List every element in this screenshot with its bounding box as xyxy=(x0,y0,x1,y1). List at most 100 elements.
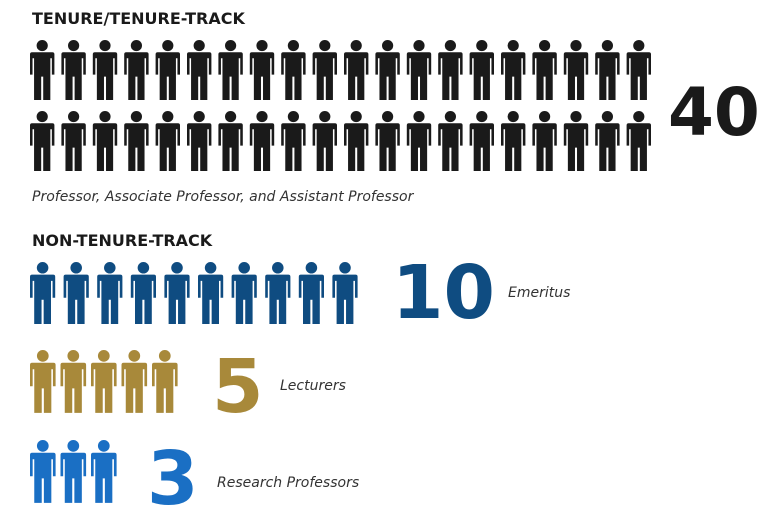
person-body xyxy=(406,52,432,100)
person-head xyxy=(570,40,582,52)
person-head xyxy=(130,40,142,52)
person-head xyxy=(539,111,551,123)
person-icon xyxy=(130,262,156,324)
person-icon xyxy=(595,40,620,100)
person-head xyxy=(68,111,80,123)
person-icon xyxy=(187,40,212,100)
person-head xyxy=(570,111,582,123)
person-head xyxy=(67,350,80,362)
person-icon xyxy=(563,40,589,100)
person-head xyxy=(225,40,237,52)
person-body xyxy=(312,123,337,171)
person-icon xyxy=(60,350,87,413)
person-body xyxy=(501,123,526,171)
person-body xyxy=(63,274,89,324)
person-body xyxy=(344,123,369,171)
person-body xyxy=(249,123,275,171)
section-heading: NON-TENURE-TRACK xyxy=(32,231,213,250)
person-icon xyxy=(91,440,117,503)
person-head xyxy=(68,40,80,52)
person-icon xyxy=(501,40,526,100)
person-head xyxy=(97,350,110,362)
person-body xyxy=(501,52,526,100)
person-head xyxy=(413,111,425,123)
person-head xyxy=(99,111,111,123)
person-head xyxy=(130,111,142,123)
person-head xyxy=(204,262,217,274)
person-head xyxy=(350,40,362,52)
person-body xyxy=(595,123,620,171)
person-icon xyxy=(124,111,149,171)
person-head xyxy=(36,440,49,452)
person-body xyxy=(60,362,87,413)
person-head xyxy=(287,111,299,123)
person-icon xyxy=(438,111,463,171)
person-body xyxy=(231,274,257,324)
person-icon xyxy=(265,262,291,324)
person-icon xyxy=(532,40,557,100)
person-body xyxy=(187,123,212,171)
person-head xyxy=(70,262,82,274)
section-heading: TENURE/TENURE-TRACK xyxy=(32,9,245,28)
person-icon xyxy=(532,111,557,171)
person-body xyxy=(152,362,178,413)
person-head xyxy=(162,111,174,123)
person-head xyxy=(137,262,150,274)
person-body xyxy=(92,123,118,171)
person-icon xyxy=(501,111,526,171)
person-icon xyxy=(406,111,432,171)
person-body xyxy=(187,52,212,100)
person-icon xyxy=(198,262,224,324)
person-icon xyxy=(30,111,55,171)
person-body xyxy=(30,123,55,171)
person-head xyxy=(507,111,519,123)
person-body xyxy=(375,123,400,171)
person-icon xyxy=(375,40,400,100)
person-head xyxy=(305,262,318,274)
person-head xyxy=(319,40,331,52)
person-body xyxy=(626,123,651,171)
person-icon xyxy=(231,262,257,324)
person-body xyxy=(563,52,589,100)
category-label: Emeritus xyxy=(508,285,570,301)
person-head xyxy=(444,111,456,123)
person-icon xyxy=(249,111,275,171)
category-label: Lecturers xyxy=(280,378,346,394)
person-body xyxy=(563,123,589,171)
person-body xyxy=(281,52,306,100)
person-body xyxy=(438,52,463,100)
description: Professor, Associate Professor, and Assi… xyxy=(32,189,415,205)
person-body xyxy=(60,452,87,503)
person-head xyxy=(507,40,519,52)
person-icon xyxy=(124,40,149,100)
person-head xyxy=(287,40,299,52)
person-icon xyxy=(406,40,432,100)
person-icon xyxy=(312,40,337,100)
person-head xyxy=(539,40,551,52)
person-head xyxy=(171,262,183,274)
person-body xyxy=(469,52,494,100)
person-head xyxy=(382,111,394,123)
person-head xyxy=(413,40,425,52)
person-icon xyxy=(344,40,369,100)
person-body xyxy=(61,52,86,100)
person-head xyxy=(238,262,250,274)
person-body xyxy=(97,274,123,324)
person-head xyxy=(633,40,645,52)
person-body xyxy=(532,52,557,100)
person-icon xyxy=(63,262,89,324)
person-body xyxy=(218,123,243,171)
person-icon xyxy=(249,40,275,100)
person-icon xyxy=(312,111,337,171)
person-head xyxy=(339,262,351,274)
person-icon xyxy=(626,40,651,100)
person-icon xyxy=(469,111,494,171)
person-head xyxy=(633,111,645,123)
person-icon xyxy=(155,40,180,100)
person-head xyxy=(162,40,174,52)
person-body xyxy=(265,274,291,324)
person-head xyxy=(476,40,488,52)
person-icon xyxy=(281,40,306,100)
person-head xyxy=(382,40,394,52)
person-icon xyxy=(61,40,86,100)
